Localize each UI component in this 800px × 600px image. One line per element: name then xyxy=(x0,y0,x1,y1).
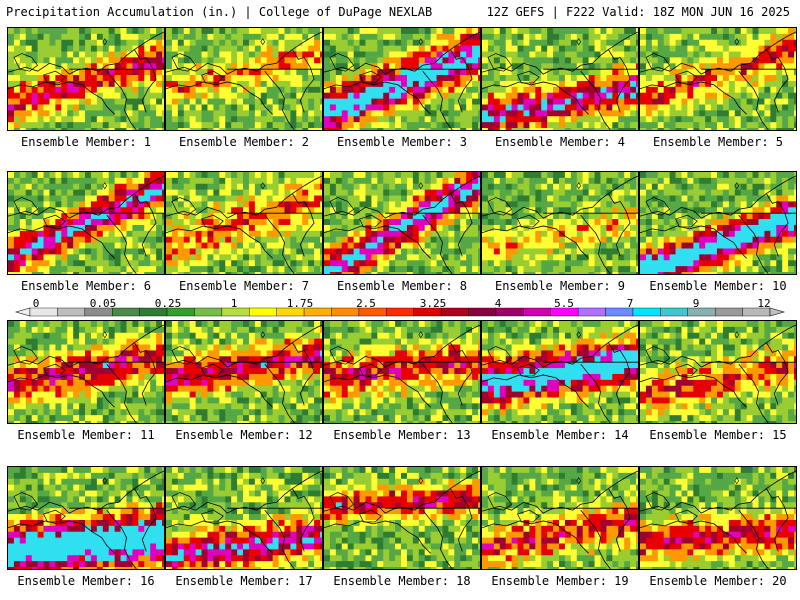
ensemble-map-19 xyxy=(481,466,639,570)
panel-label: Ensemble Member: 7 xyxy=(178,279,310,293)
ensemble-map-3 xyxy=(323,27,481,131)
colorbar-tick-label: 0.25 xyxy=(154,297,182,310)
panel-label: Ensemble Member: 16 xyxy=(17,574,155,588)
panel-label: Ensemble Member: 20 xyxy=(649,574,787,588)
colorbar-tick-label: 0.05 xyxy=(89,297,117,310)
panel-label: Ensemble Member: 2 xyxy=(178,135,310,149)
panel-label: Ensemble Member: 13 xyxy=(333,428,471,442)
colorbar-segment xyxy=(468,307,497,317)
colorbar-tick-label: 12 xyxy=(757,297,771,310)
ensemble-map-16 xyxy=(7,466,165,570)
panel-label: Ensemble Member: 6 xyxy=(20,279,152,293)
colorbar-tick-label: 7 xyxy=(626,297,634,310)
ensemble-map-20 xyxy=(639,466,797,570)
colorbar-segment xyxy=(331,307,360,317)
ensemble-map-2 xyxy=(165,27,323,131)
panel-label: Ensemble Member: 4 xyxy=(494,135,626,149)
panel-label: Ensemble Member: 19 xyxy=(491,574,629,588)
ensemble-map-13 xyxy=(323,320,481,424)
colorbar-tick-label: 3.25 xyxy=(419,297,447,310)
colorbar-tick-label: 9 xyxy=(692,297,700,310)
map-title: Precipitation Accumulation (in.) | Colle… xyxy=(6,5,433,19)
ensemble-map-10 xyxy=(639,171,797,275)
ensemble-map-1 xyxy=(7,27,165,131)
panel-label: Ensemble Member: 15 xyxy=(649,428,787,442)
ensemble-map-6 xyxy=(7,171,165,275)
colorbar-tick-label: 1.75 xyxy=(286,297,314,310)
ensemble-map-7 xyxy=(165,171,323,275)
colorbar-segment xyxy=(194,307,223,317)
panel-label: Ensemble Member: 8 xyxy=(336,279,468,293)
ensemble-map-18 xyxy=(323,466,481,570)
panel-label: Ensemble Member: 3 xyxy=(336,135,468,149)
panel-label: Ensemble Member: 9 xyxy=(494,279,626,293)
ensemble-map-4 xyxy=(481,27,639,131)
ensemble-map-17 xyxy=(165,466,323,570)
panel-label: Ensemble Member: 5 xyxy=(652,135,784,149)
ensemble-map-12 xyxy=(165,320,323,424)
ensemble-map-11 xyxy=(7,320,165,424)
ensemble-map-15 xyxy=(639,320,797,424)
colorbar-segment xyxy=(523,307,551,317)
colorbar-segment xyxy=(632,307,661,317)
colorbar-tick-label: 1 xyxy=(230,297,238,310)
ensemble-map-5 xyxy=(639,27,797,131)
panel-label: Ensemble Member: 14 xyxy=(491,428,629,442)
colorbar-tick-label: 4 xyxy=(494,297,502,310)
panel-label: Ensemble Member: 18 xyxy=(333,574,471,588)
colorbar-segment xyxy=(714,307,743,317)
colorbar-segment xyxy=(577,307,606,317)
panel-label: Ensemble Member: 11 xyxy=(17,428,155,442)
ensemble-map-14 xyxy=(481,320,639,424)
panel-label: Ensemble Member: 17 xyxy=(175,574,313,588)
colorbar-tick-label: 0 xyxy=(32,297,40,310)
colorbar-segment xyxy=(386,307,414,317)
colorbar-tick-label: 2.5 xyxy=(356,297,376,310)
colorbar xyxy=(14,307,786,317)
colorbar-segment xyxy=(249,307,277,317)
colorbar-segment xyxy=(112,307,140,317)
panel-label: Ensemble Member: 10 xyxy=(649,279,787,293)
panel-label: Ensemble Member: 12 xyxy=(175,428,313,442)
model-valid-time: 12Z GEFS | F222 Valid: 18Z MON JUN 16 20… xyxy=(486,5,790,19)
colorbar-tick-label: 5.5 xyxy=(554,297,574,310)
colorbar-segment xyxy=(57,307,86,317)
colorbar-segment xyxy=(660,307,688,317)
ensemble-map-9 xyxy=(481,171,639,275)
ensemble-map-8 xyxy=(323,171,481,275)
panel-label: Ensemble Member: 1 xyxy=(20,135,152,149)
